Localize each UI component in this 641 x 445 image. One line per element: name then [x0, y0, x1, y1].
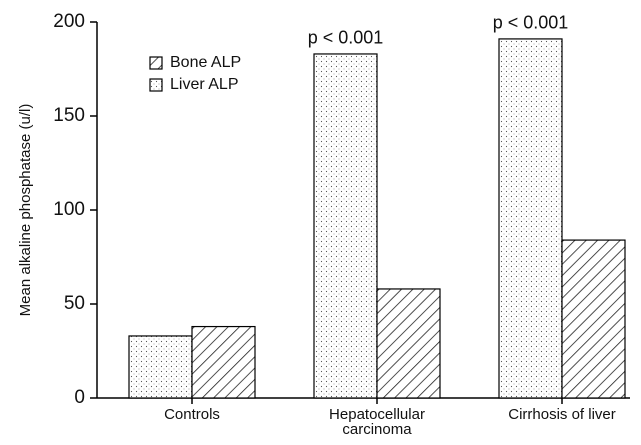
- bar: [376, 288, 441, 399]
- y-tick-label: 150: [53, 105, 85, 126]
- bar: [498, 38, 563, 399]
- y-tick-label: 100: [53, 199, 85, 220]
- x-tick-label: Hepatocellular carcinoma: [329, 406, 425, 438]
- legend-label: Liver ALP: [170, 76, 238, 93]
- y-tick-label: 0: [74, 387, 85, 408]
- annotation: p < 0.001: [493, 13, 569, 33]
- annotation: p < 0.001: [308, 28, 384, 48]
- y-tick-label: 50: [64, 293, 85, 314]
- bar: [191, 325, 256, 399]
- x-tick-label: Controls: [164, 406, 220, 423]
- bar: [313, 53, 378, 399]
- y-axis-title: Mean alkaline phosphatase (u/l): [17, 104, 34, 317]
- legend-swatch: [149, 78, 163, 92]
- y-tick-label: 200: [53, 11, 85, 32]
- bar: [561, 239, 626, 399]
- legend-swatch: [149, 56, 163, 70]
- bar: [128, 335, 193, 399]
- x-tick-label: Cirrhosis of liver: [508, 406, 616, 423]
- legend-label: Bone ALP: [170, 54, 241, 71]
